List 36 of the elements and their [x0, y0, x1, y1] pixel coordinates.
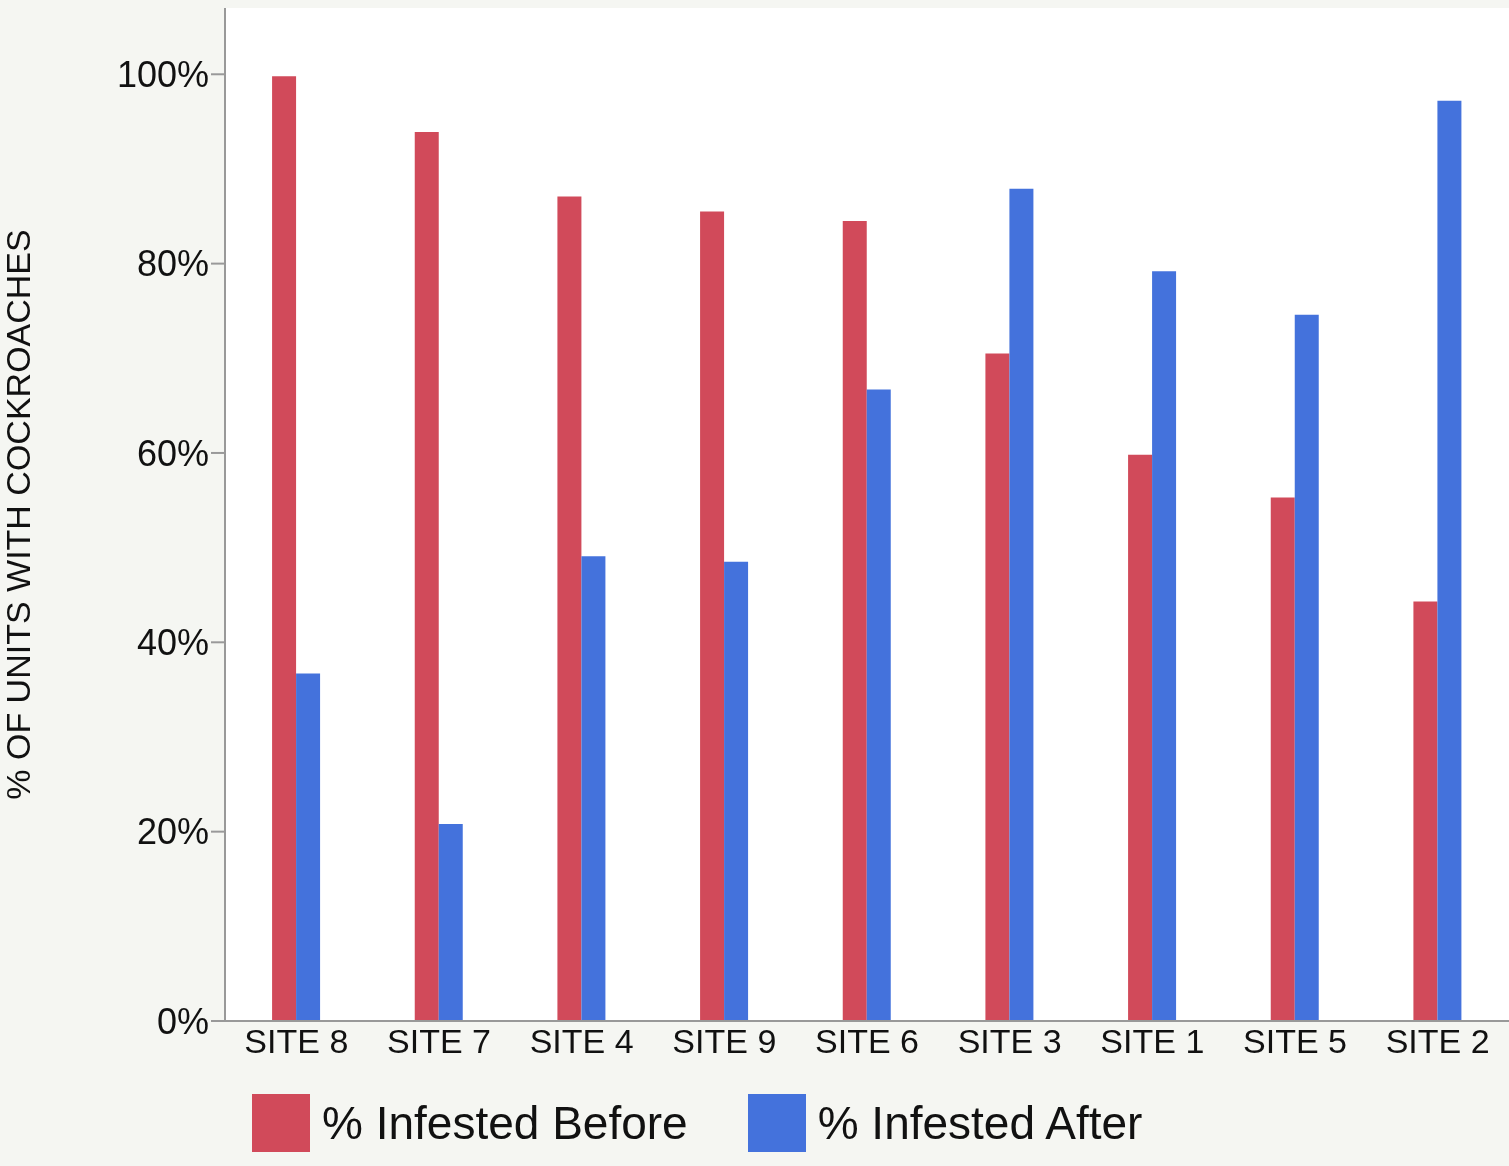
bar [866, 389, 891, 1021]
x-tick-label: SITE 5 [1243, 1022, 1347, 1061]
x-tick-label: SITE 3 [957, 1022, 1062, 1061]
x-tick-label: SITE 4 [529, 1022, 634, 1061]
y-axis-title: % OF UNITS WITH COCKROACHES [0, 229, 38, 800]
x-tick-label: SITE 7 [387, 1022, 491, 1061]
x-tick-label: SITE 6 [815, 1022, 919, 1061]
bar [1152, 271, 1177, 1021]
y-tick-label: 100% [116, 54, 209, 96]
bar [842, 221, 867, 1021]
y-tick-label: 20% [136, 811, 209, 853]
y-tick-label: 60% [136, 432, 209, 474]
y-tick-label: 0% [156, 1000, 209, 1042]
x-tick-label: SITE 8 [244, 1022, 349, 1061]
bar [700, 211, 725, 1021]
x-tick-label: SITE 2 [1385, 1022, 1490, 1061]
bar [557, 196, 582, 1021]
bar [1009, 188, 1034, 1021]
bar [724, 561, 749, 1021]
bar [985, 353, 1010, 1021]
legend-label: % Infested After [817, 1096, 1143, 1150]
bar [438, 824, 463, 1021]
y-tick-label: 80% [136, 243, 209, 285]
bar [1437, 100, 1462, 1021]
bar [296, 673, 321, 1021]
bar [272, 76, 297, 1021]
x-tick-label: SITE 1 [1100, 1022, 1205, 1061]
bar [1294, 314, 1319, 1021]
bar [1128, 454, 1153, 1021]
bar [1413, 601, 1438, 1021]
bar [414, 132, 439, 1021]
bar [1270, 497, 1295, 1021]
x-tick-label: SITE 9 [672, 1022, 777, 1061]
legend-label: % Infested Before [322, 1096, 688, 1150]
y-tick-label: 40% [136, 622, 209, 664]
bar [581, 556, 606, 1021]
